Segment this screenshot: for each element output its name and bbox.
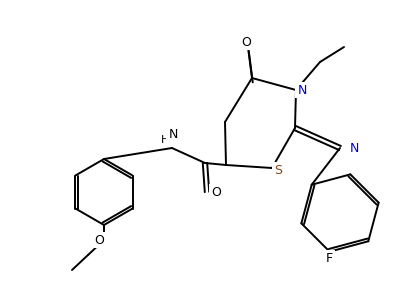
Text: N: N <box>349 142 359 154</box>
Text: F: F <box>326 252 333 265</box>
Text: H: H <box>161 135 169 145</box>
Text: N: N <box>297 84 307 96</box>
Text: O: O <box>211 185 221 198</box>
Text: O: O <box>94 234 104 246</box>
Text: N: N <box>169 129 178 142</box>
Text: S: S <box>274 163 282 176</box>
Text: O: O <box>241 35 251 49</box>
